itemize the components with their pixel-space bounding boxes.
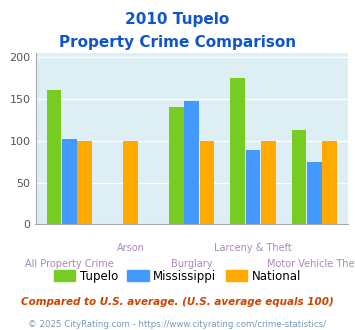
Bar xyxy=(77,141,92,224)
Text: All Property Crime: All Property Crime xyxy=(25,259,114,269)
Text: Arson: Arson xyxy=(116,243,144,252)
Bar xyxy=(291,130,306,224)
Bar xyxy=(62,139,77,224)
Bar xyxy=(169,107,184,224)
Bar xyxy=(184,101,199,224)
Bar xyxy=(322,141,337,224)
Text: © 2025 CityRating.com - https://www.cityrating.com/crime-statistics/: © 2025 CityRating.com - https://www.city… xyxy=(28,319,327,329)
Bar xyxy=(47,90,61,224)
Bar xyxy=(246,150,260,224)
Bar xyxy=(123,141,138,224)
Legend: Tupelo, Mississippi, National: Tupelo, Mississippi, National xyxy=(49,265,306,287)
Text: Property Crime Comparison: Property Crime Comparison xyxy=(59,35,296,50)
Bar xyxy=(200,141,214,224)
Text: Larceny & Theft: Larceny & Theft xyxy=(214,243,292,252)
Bar xyxy=(230,78,245,224)
Text: Burglary: Burglary xyxy=(171,259,212,269)
Bar xyxy=(261,141,275,224)
Bar xyxy=(307,162,322,224)
Text: Compared to U.S. average. (U.S. average equals 100): Compared to U.S. average. (U.S. average … xyxy=(21,297,334,307)
Text: 2010 Tupelo: 2010 Tupelo xyxy=(125,12,230,26)
Text: Motor Vehicle Theft: Motor Vehicle Theft xyxy=(267,259,355,269)
